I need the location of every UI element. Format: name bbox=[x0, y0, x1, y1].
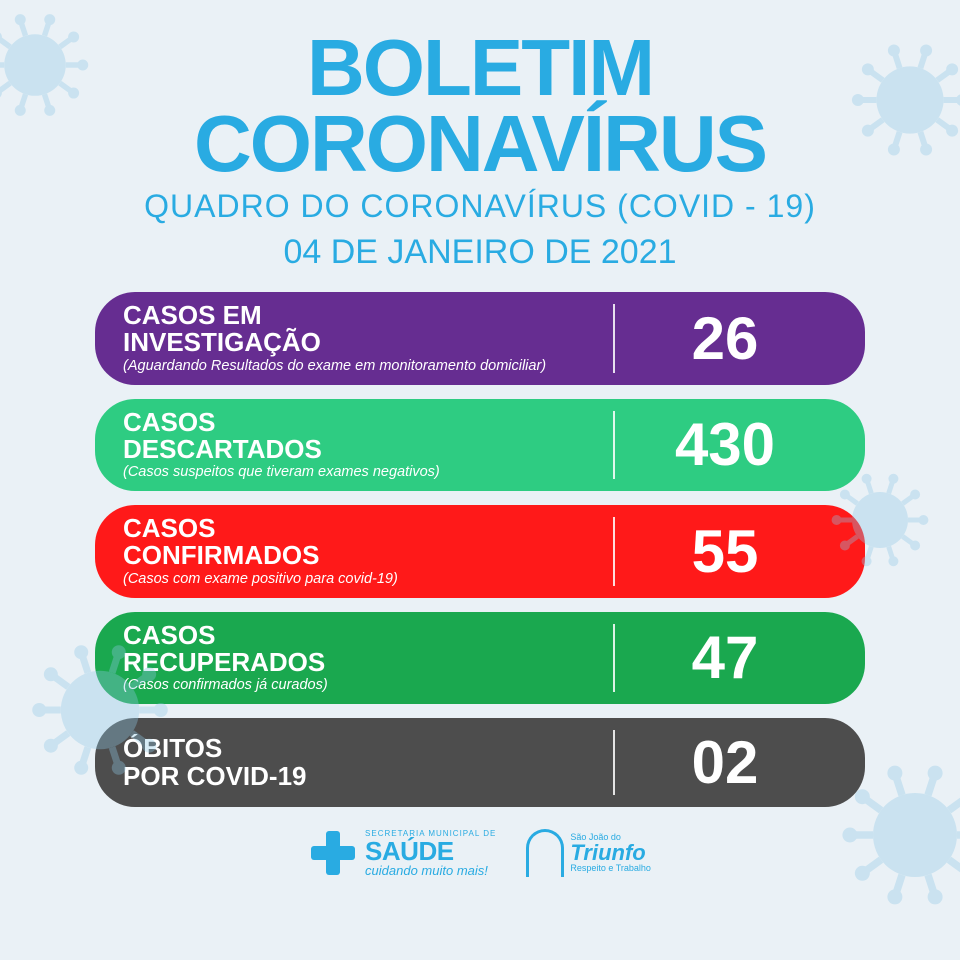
stat-row: ÓBITOSPOR COVID-19 02 bbox=[95, 718, 865, 807]
logo2-small2: Respeito e Trabalho bbox=[570, 864, 651, 873]
stat-value: 02 bbox=[615, 728, 835, 797]
virus-icon bbox=[30, 640, 170, 785]
virus-icon bbox=[840, 760, 960, 915]
virus-icon bbox=[0, 10, 90, 125]
stat-row: CASOS EMINVESTIGAÇÃO (Aguardando Resultad… bbox=[95, 292, 865, 385]
infographic-container: BOLETIM CORONAVÍRUS QUADRO DO CORONAVÍRU… bbox=[0, 0, 960, 960]
virus-icon bbox=[850, 40, 960, 165]
stat-row: CASOSRECUPERADOS(Casos confirmados já cu… bbox=[95, 612, 865, 705]
stat-label: ÓBITOSPOR COVID-19 bbox=[123, 728, 613, 797]
logo2-big: Triunfo bbox=[570, 842, 651, 864]
main-title: BOLETIM CORONAVÍRUS bbox=[194, 30, 766, 182]
triunfo-logo: São João do Triunfo Respeito e Trabalho bbox=[526, 829, 651, 877]
stat-label-main: CASOSRECUPERADOS bbox=[123, 622, 593, 677]
stat-label: CASOSRECUPERADOS(Casos confirmados já cu… bbox=[123, 622, 613, 695]
bulletin-date: 04 DE JANEIRO DE 2021 bbox=[283, 233, 676, 272]
stat-value: 47 bbox=[615, 622, 835, 695]
stat-label: CASOS EMINVESTIGAÇÃO (Aguardando Resultad… bbox=[123, 302, 613, 375]
arch-icon bbox=[526, 829, 564, 877]
logo1-script: cuidando muito mais! bbox=[365, 864, 496, 877]
stat-value: 55 bbox=[615, 515, 835, 588]
stat-label: CASOSCONFIRMADOS (Casos com exame positiv… bbox=[123, 515, 613, 588]
stat-row: CASOSDESCARTADOS(Casos suspeitos que tiv… bbox=[95, 399, 865, 492]
stat-label-sub: (Casos com exame positivo para covid-19) bbox=[123, 572, 593, 588]
logo1-big: SAÚDE bbox=[365, 838, 496, 864]
saude-logo: SECRETARIA MUNICIPAL DE SAÚDE cuidando m… bbox=[309, 829, 496, 877]
stats-rows: CASOS EMINVESTIGAÇÃO (Aguardando Resultad… bbox=[95, 292, 865, 807]
stat-label-main: ÓBITOSPOR COVID-19 bbox=[123, 735, 593, 790]
footer-logos: SECRETARIA MUNICIPAL DE SAÚDE cuidando m… bbox=[309, 829, 651, 877]
stat-row: CASOSCONFIRMADOS (Casos com exame positiv… bbox=[95, 505, 865, 598]
stat-label-main: CASOS EMINVESTIGAÇÃO bbox=[123, 302, 593, 357]
title-line-2: CORONAVÍRUS bbox=[194, 99, 766, 188]
stat-label-main: CASOSDESCARTADOS bbox=[123, 409, 593, 464]
stat-value: 430 bbox=[615, 409, 835, 482]
stat-label-sub: (Aguardando Resultados do exame em monit… bbox=[123, 359, 593, 375]
subtitle: QUADRO DO CORONAVÍRUS (COVID - 19) bbox=[144, 188, 816, 225]
stat-label-main: CASOSCONFIRMADOS bbox=[123, 515, 593, 570]
stat-value: 26 bbox=[615, 302, 835, 375]
stat-label-sub: (Casos confirmados já curados) bbox=[123, 678, 593, 694]
stat-label-sub: (Casos suspeitos que tiveram exames nega… bbox=[123, 465, 593, 481]
medical-cross-icon bbox=[309, 829, 357, 877]
stat-label: CASOSDESCARTADOS(Casos suspeitos que tiv… bbox=[123, 409, 613, 482]
virus-icon bbox=[830, 470, 930, 575]
